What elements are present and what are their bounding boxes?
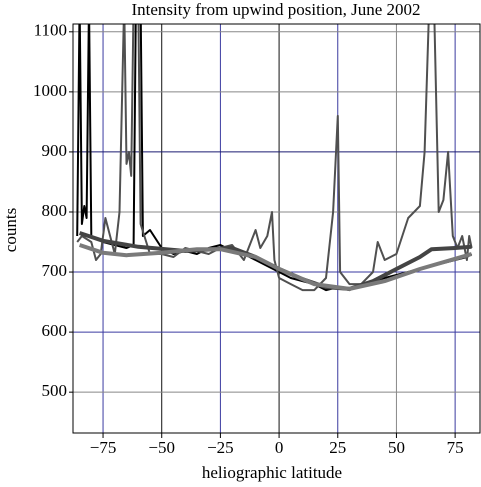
y-tick-label: 1000	[33, 81, 67, 100]
plot-frame	[72, 23, 481, 434]
y-tick-label: 700	[42, 261, 68, 280]
data-line	[78, 243, 473, 291]
x-tick-label: −25	[207, 438, 234, 457]
y-tick-label: 900	[42, 141, 68, 160]
y-tick-label: 500	[42, 381, 68, 400]
chart-title: Intensity from upwind position, June 200…	[132, 0, 421, 19]
x-tick-label: 50	[388, 438, 405, 457]
data-line	[76, 24, 473, 292]
y-axis-label: counts	[1, 208, 20, 252]
x-tick-label: 25	[329, 438, 346, 457]
x-tick-label: 75	[447, 438, 464, 457]
x-axis-label: heliographic latitude	[202, 463, 342, 482]
y-tick-label: 600	[42, 321, 68, 340]
y-tick-label: 800	[42, 201, 68, 220]
x-tick-label: −50	[148, 438, 175, 457]
y-tick-label: 1100	[34, 21, 67, 40]
x-tick-label: −75	[90, 438, 117, 457]
plot-area	[76, 24, 473, 292]
x-tick-label: 0	[275, 438, 284, 457]
